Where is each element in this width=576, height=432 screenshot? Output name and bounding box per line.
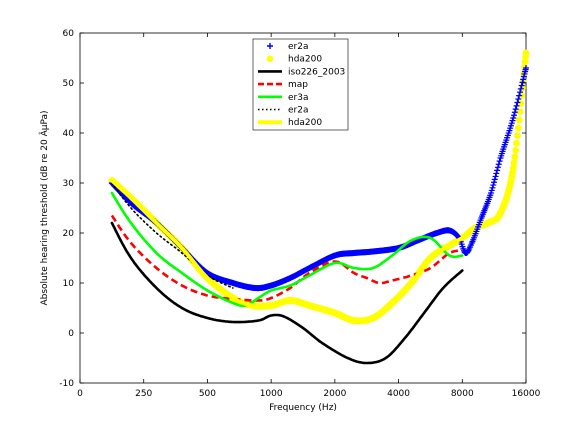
legend-item: iso226_2003: [258, 67, 345, 77]
series-er3a-4: [110, 191, 464, 308]
series-layer: [108, 49, 530, 365]
series-er2a-5: [111, 182, 234, 289]
legend-item: er3a: [258, 93, 308, 103]
data-point: [518, 82, 525, 89]
y-tick-label: 10: [63, 279, 75, 289]
y-tick-label: -10: [59, 379, 74, 389]
series-line: [110, 191, 464, 308]
legend-label: iso226_2003: [288, 67, 345, 77]
series-line: [111, 182, 234, 289]
series-hda200-6: [109, 178, 465, 323]
y-tick-label: 50: [63, 79, 75, 89]
data-point: [516, 92, 523, 99]
series-line: [109, 178, 465, 323]
data-point: [489, 184, 496, 191]
data-point: [514, 124, 522, 132]
legend-swatch: [266, 55, 274, 62]
legend-item: hda200: [266, 55, 322, 65]
data-point: [494, 167, 501, 174]
data-point: [509, 117, 516, 124]
data-point: [490, 182, 497, 189]
data-point: [488, 187, 495, 194]
data-point: [492, 173, 499, 180]
legend-item: hda200: [258, 118, 322, 128]
series-map-3: [110, 214, 463, 302]
data-point: [491, 179, 498, 186]
data-point: [522, 49, 530, 57]
x-tick-label: 0: [77, 389, 83, 399]
legend-label: hda200: [288, 118, 322, 128]
x-tick-label: 500: [199, 389, 216, 399]
x-axis-label: Frequency (Hz): [269, 403, 337, 413]
x-tick-label: 1000: [260, 389, 283, 399]
data-point: [517, 85, 524, 92]
x-tick-label: 16000: [512, 389, 541, 399]
x-tick-label: 8000: [451, 389, 474, 399]
x-tick-label: 2000: [323, 389, 346, 399]
data-point: [510, 159, 518, 167]
data-point: [491, 176, 498, 183]
data-point: [514, 99, 521, 106]
data-point: [512, 106, 519, 113]
data-point: [511, 112, 518, 119]
y-tick-label: 30: [63, 179, 75, 189]
data-point: [496, 158, 503, 165]
data-point: [493, 170, 500, 177]
data-point: [511, 153, 519, 161]
series-line: [110, 221, 464, 365]
y-tick-label: 20: [63, 229, 75, 239]
data-point: [494, 164, 501, 171]
legend-item: map: [258, 80, 308, 90]
data-point: [512, 146, 520, 154]
y-tick-label: 0: [68, 329, 74, 339]
data-point: [515, 96, 522, 103]
x-tick-label: 250: [135, 389, 152, 399]
y-tick-label: 40: [63, 129, 75, 139]
data-point: [513, 102, 520, 109]
axis-layer: 0 250 500 1000 2000 4000 8000 16000-10010203040…: [59, 29, 540, 399]
legend-item: er2a: [267, 42, 308, 52]
legend-label: er2a: [288, 106, 308, 116]
legend-label: hda200: [288, 55, 322, 65]
data-point: [515, 116, 523, 124]
data-point: [519, 79, 526, 86]
data-point: [513, 132, 521, 140]
data-point: [511, 109, 518, 116]
legend-label: er3a: [288, 93, 308, 103]
data-point: [513, 139, 520, 147]
y-axis-label: Absolute hearing threshold (dB re 20 ÂµP…: [38, 110, 50, 305]
legend-label: er2a: [288, 42, 308, 52]
legend-label: map: [288, 80, 308, 90]
x-tick-label: 4000: [387, 389, 410, 399]
y-tick-label: 60: [63, 29, 75, 39]
data-point: [523, 65, 529, 71]
data-point: [510, 115, 517, 121]
data-point: [495, 161, 502, 168]
legend-item: er2a: [258, 106, 308, 116]
data-point: [520, 76, 527, 83]
legend-swatch: [267, 43, 273, 49]
series-line: [110, 214, 463, 302]
series-iso226-2003-2: [110, 221, 464, 365]
data-point: [517, 89, 524, 96]
